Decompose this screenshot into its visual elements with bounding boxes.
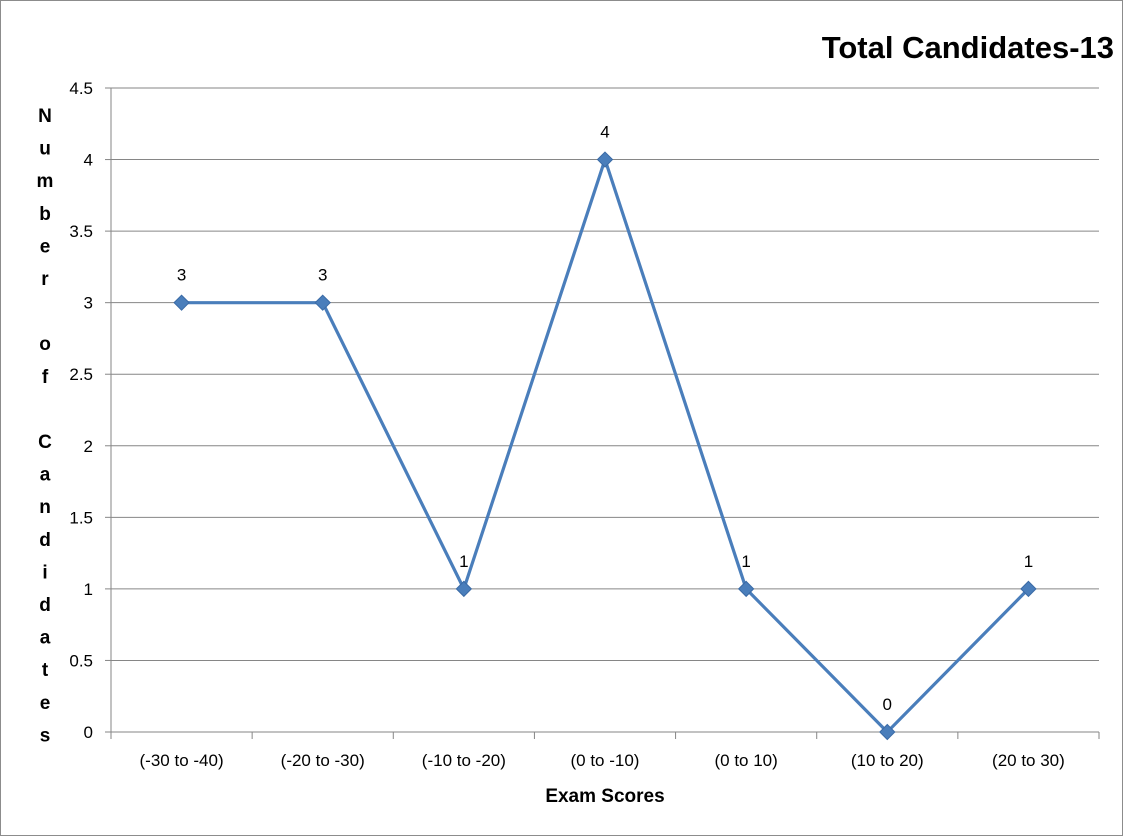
y-tick-label: 3.5 [69,222,93,241]
data-label: 3 [318,266,327,285]
y-axis-title-letter: N [38,106,52,127]
data-label: 0 [883,695,892,714]
y-axis-title-letter: d [39,530,51,551]
data-point-marker [173,294,190,311]
y-axis-tick-labels: 0 0.5 1 1.5 2 2.5 3 3.5 4 4.5 [69,79,93,742]
x-tick-label: (-10 to -20) [422,751,506,770]
data-label: 3 [177,266,186,285]
y-axis-title-letter: r [41,269,49,290]
data-label: 1 [741,552,750,571]
gridlines [105,87,1099,733]
y-tick-label: 1.5 [69,508,93,527]
data-point-marker [596,151,614,168]
y-tick-label: 4.5 [69,79,93,98]
y-tick-label: 0.5 [69,651,93,670]
x-axis-title: Exam Scores [545,786,664,807]
data-label: 1 [1024,552,1033,571]
y-axis-title-letter: m [37,171,54,192]
y-axis-title-letter: n [39,497,51,518]
data-point-marker [737,580,755,598]
data-label: 4 [600,123,609,142]
y-axis-title-letter: b [39,204,51,225]
y-axis-title-letter: e [40,693,51,714]
y-tick-label: 4 [84,151,93,170]
data-point-marker [314,294,331,311]
data-labels: 3 3 1 4 1 0 1 [177,123,1033,714]
y-axis-title-letter: a [40,628,51,649]
x-axis [110,88,1100,739]
y-tick-label: 0 [84,723,93,742]
y-axis-title-letter: s [40,725,51,746]
data-markers [173,151,1037,741]
y-axis-title-letter: d [39,595,51,616]
y-tick-label: 2.5 [69,365,93,384]
x-tick-label: (0 to 10) [714,751,777,770]
x-tick-label: (-30 to -40) [140,751,224,770]
y-axis-title-letter: u [39,139,51,160]
data-label: 1 [459,552,468,571]
y-tick-label: 2 [84,437,93,456]
data-point-marker [879,723,896,741]
y-axis-title-letter: f [42,367,49,388]
y-axis-title-letter: e [40,236,51,257]
data-point-marker [1020,580,1037,598]
data-point-marker [455,580,473,598]
x-tick-label: (20 to 30) [992,751,1065,770]
x-tick-label: (0 to -10) [571,751,640,770]
x-tick-label: (10 to 20) [851,751,924,770]
y-axis-title-letter: C [38,432,52,453]
x-tick-label: (-20 to -30) [281,751,365,770]
y-axis-title-letter: o [39,334,51,355]
x-axis-tick-labels: (-30 to -40) (-20 to -30) (-10 to -20) (0 t… [140,751,1065,770]
y-tick-label: 1 [84,580,93,599]
y-axis-title-letter: t [42,660,49,681]
y-tick-label: 3 [84,294,93,313]
y-axis-title-letter: a [40,465,51,486]
chart-title: Total Candidates-13 [822,30,1114,65]
y-axis-title-letter: i [42,562,47,583]
